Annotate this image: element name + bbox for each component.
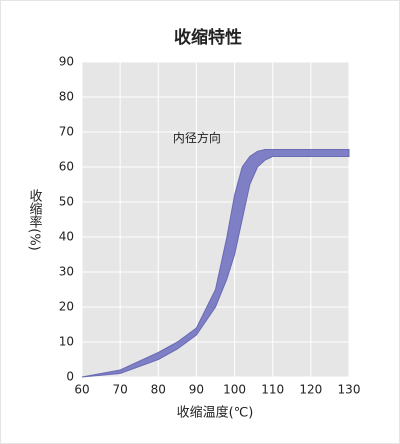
y-tick-label: 80 <box>59 90 74 104</box>
x-tick-label: 110 <box>261 383 284 397</box>
x-tick-label: 80 <box>151 383 166 397</box>
y-tick-label: 70 <box>59 125 74 139</box>
y-tick-label: 60 <box>59 160 74 174</box>
y-tick-label: 90 <box>59 55 74 69</box>
grid <box>81 61 350 378</box>
chart-title: 收缩特性 <box>174 27 242 48</box>
y-tick-label: 20 <box>59 300 74 314</box>
marks <box>81 149 350 378</box>
x-tick-label: 90 <box>189 383 204 397</box>
y-tick-label: 30 <box>59 265 74 279</box>
y-tick-label: 0 <box>66 370 74 384</box>
band-area <box>81 149 350 378</box>
x-tick-label: 130 <box>338 383 361 397</box>
plot-area <box>82 62 349 377</box>
x-tick-label: 100 <box>223 383 246 397</box>
series-label: 内径方向 <box>173 130 221 145</box>
y-tick-label: 10 <box>59 335 74 349</box>
y-tick-label: 50 <box>59 195 74 209</box>
y-tick-label: 40 <box>59 230 74 244</box>
x-tick-label: 60 <box>74 383 89 397</box>
x-axis-label: 收缩温度(℃) <box>177 405 254 421</box>
x-tick-label: 70 <box>113 383 128 397</box>
x-tick-label: 120 <box>299 383 322 397</box>
y-axis-label: 收缩率(%) <box>27 189 43 251</box>
